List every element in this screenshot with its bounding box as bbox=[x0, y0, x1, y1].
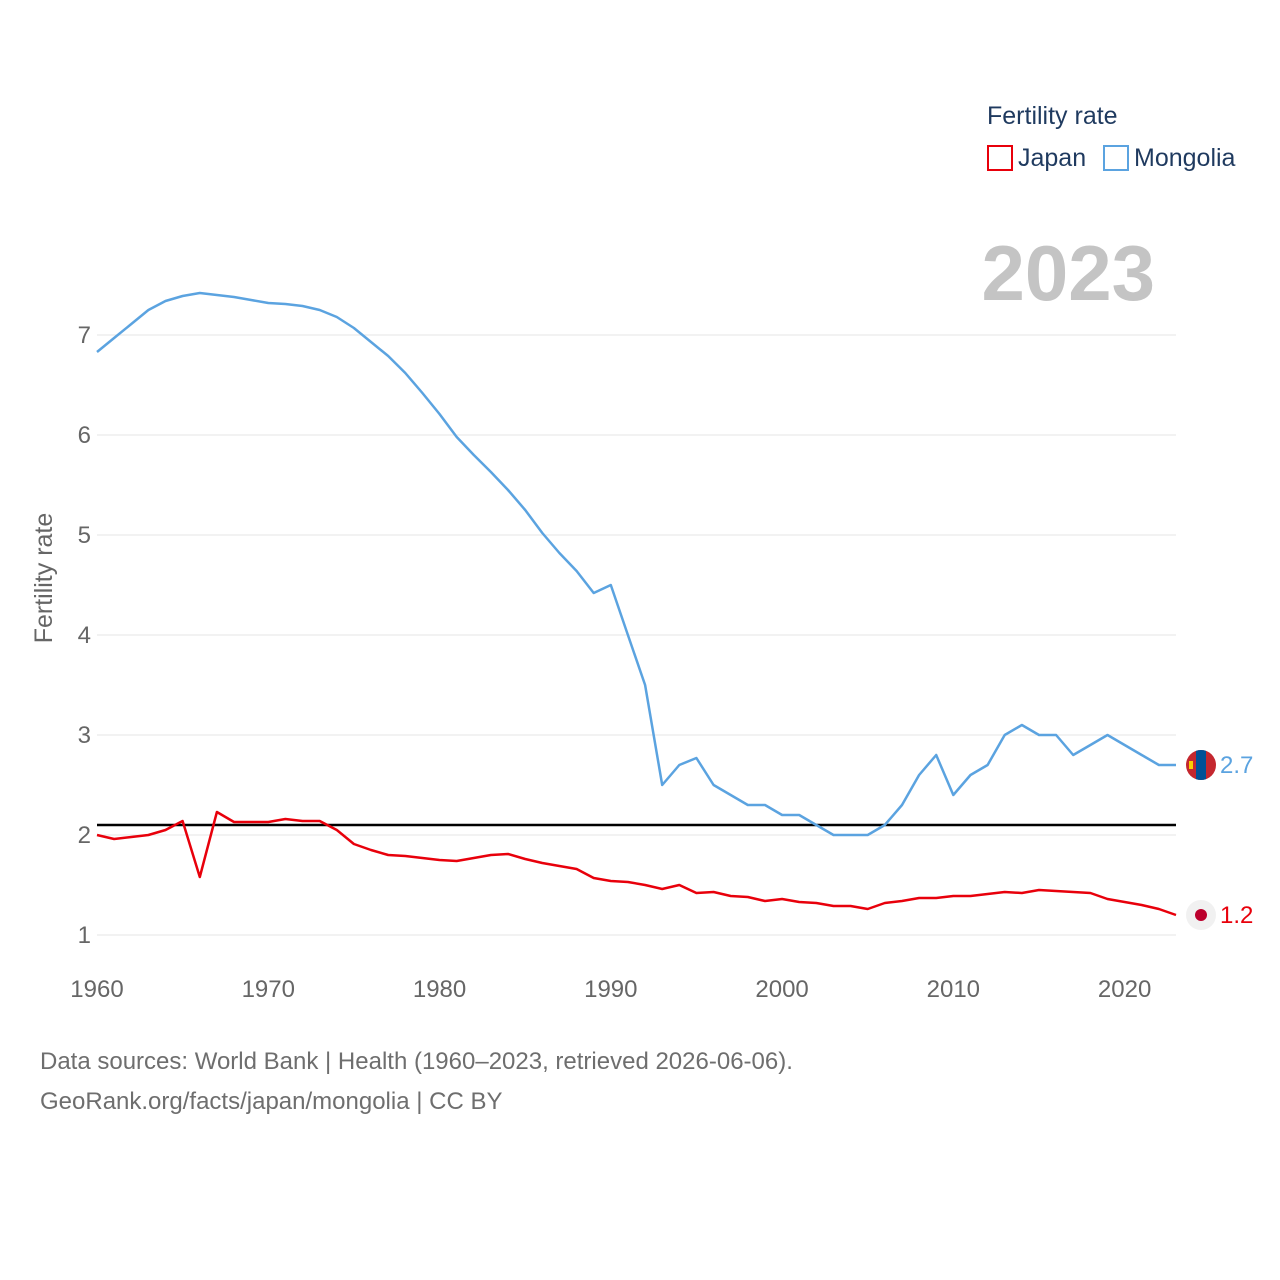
source-footer: Data sources: World Bank | Health (1960–… bbox=[40, 1042, 793, 1122]
y-tick-label-6: 6 bbox=[78, 422, 91, 449]
x-tick-label-1980: 1980 bbox=[413, 976, 466, 1003]
y-axis-label: Fertility rate bbox=[30, 513, 58, 644]
series-line-japan bbox=[96, 810, 1177, 917]
end-value-label-mongolia: 2.7 bbox=[1220, 752, 1253, 779]
flag-marker-japan bbox=[1186, 900, 1216, 930]
end-value-label-japan: 1.2 bbox=[1220, 902, 1253, 929]
x-tick-label-1960: 1960 bbox=[70, 976, 123, 1003]
source-line: Data sources: World Bank | Health (1960–… bbox=[40, 1048, 793, 1075]
series-line-mongolia bbox=[96, 291, 1176, 837]
y-tick-label-3: 3 bbox=[78, 722, 91, 749]
y-tick-label-5: 5 bbox=[78, 522, 91, 549]
x-tick-label-2000: 2000 bbox=[755, 976, 808, 1003]
x-tick-label-1970: 1970 bbox=[242, 976, 295, 1003]
flag-marker-mongolia bbox=[1186, 750, 1216, 780]
flag-mongolia bbox=[1186, 750, 1216, 780]
legend-label-mongolia[interactable]: Mongolia bbox=[1134, 144, 1236, 172]
fertility-line-chart: 1 2 3 4 5 6 7 1960 1970 1980 1990 2000 2010 2020 1.2… bbox=[30, 102, 1253, 1003]
legend-title: Fertility rate bbox=[987, 102, 1118, 130]
legend-swatch-mongolia[interactable] bbox=[1103, 145, 1129, 171]
flag-mongolia-soyombo bbox=[1189, 761, 1193, 769]
grid-lines bbox=[97, 334, 1176, 936]
flag-japan-disc bbox=[1195, 909, 1207, 921]
end-markers: 1.2 2.7 bbox=[1186, 750, 1253, 930]
x-tick-label-2020: 2020 bbox=[1098, 976, 1151, 1003]
license-line: GeoRank.org/facts/japan/mongolia | CC BY bbox=[40, 1088, 503, 1115]
x-axis-ticks: 1960 1970 1980 1990 2000 2010 2020 bbox=[70, 976, 1151, 1003]
series-lines bbox=[96, 291, 1177, 917]
y-tick-label-4: 4 bbox=[78, 622, 91, 649]
x-tick-label-1990: 1990 bbox=[584, 976, 637, 1003]
legend-swatch-japan[interactable] bbox=[987, 145, 1013, 171]
flag-mongolia-blue bbox=[1196, 750, 1206, 780]
legend-label-japan[interactable]: Japan bbox=[1018, 144, 1086, 172]
x-tick-label-2010: 2010 bbox=[927, 976, 980, 1003]
y-axis-ticks: 1 2 3 4 5 6 7 bbox=[78, 322, 91, 949]
y-tick-label-1: 1 bbox=[78, 922, 91, 949]
year-label: 2023 bbox=[981, 229, 1155, 317]
y-tick-label-7: 7 bbox=[78, 322, 91, 349]
y-tick-label-2: 2 bbox=[78, 822, 91, 849]
